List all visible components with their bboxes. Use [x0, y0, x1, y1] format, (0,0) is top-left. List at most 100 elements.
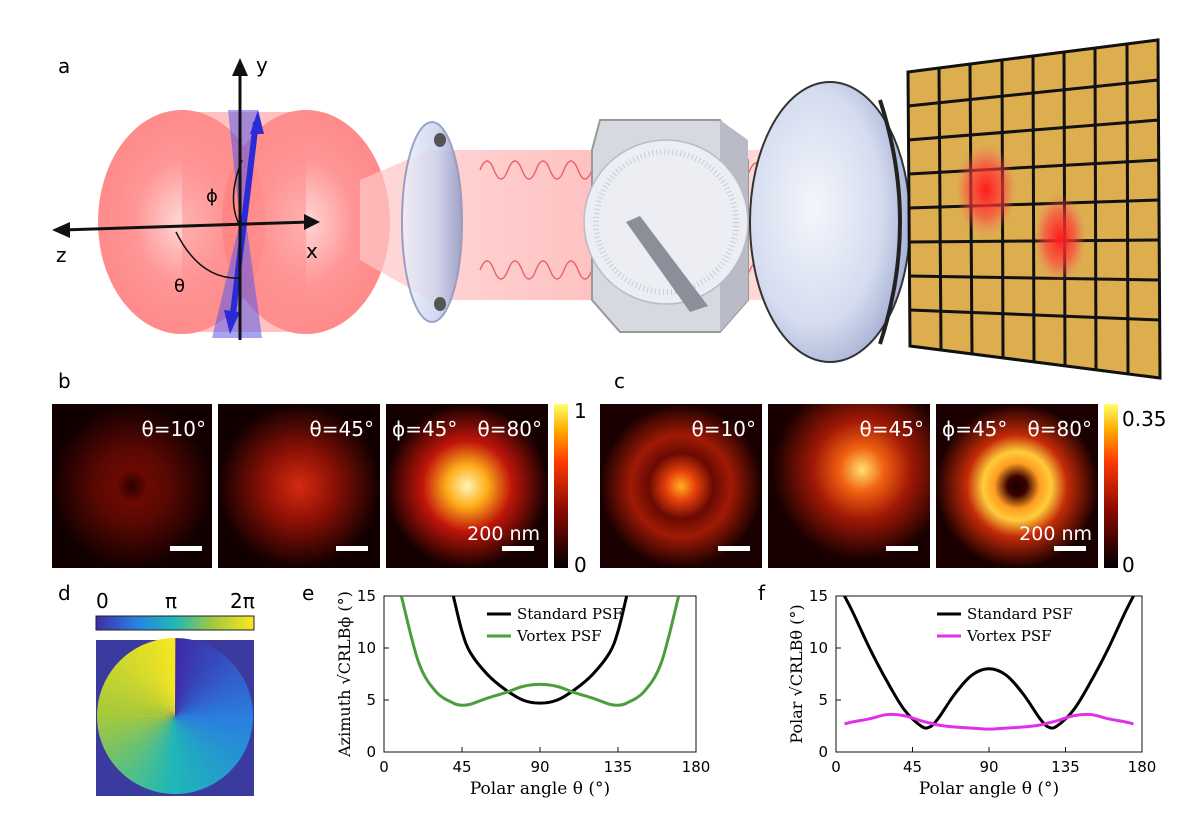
- phase-wedge: [175, 652, 226, 716]
- psf-spot-lower: [1034, 194, 1086, 282]
- colorbar-b-min: 0: [574, 553, 587, 577]
- phase-wedge: [141, 716, 175, 790]
- series-line-standard-psf: [451, 596, 629, 705]
- phase-wedge: [175, 716, 251, 743]
- x-tick-label: 180: [682, 758, 711, 776]
- panel-label-b: b: [58, 369, 71, 393]
- phase-wedge: [119, 656, 175, 716]
- tile-label: θ=80°: [478, 417, 542, 441]
- phase-label-0: 0: [96, 589, 109, 613]
- phase-wedge: [99, 716, 175, 743]
- panel-b-tile-1: [52, 404, 212, 568]
- phase-wedge: [175, 716, 220, 784]
- tile-label: θ=80°: [1028, 417, 1092, 441]
- tile-label-phi: ϕ=45°: [942, 417, 1007, 441]
- y-tick-label: 15: [809, 587, 828, 605]
- panel-label-e: e: [302, 581, 314, 605]
- y-tick-label: 10: [357, 639, 376, 657]
- phase-wedge: [142, 642, 175, 716]
- x-tick-label: 135: [604, 758, 633, 776]
- panel-c-tile-2: [768, 404, 930, 568]
- phase-wedge: [175, 665, 240, 716]
- legend-label: Standard PSF: [517, 605, 623, 623]
- phase-wedge: [104, 716, 175, 755]
- phase-wedge: [175, 656, 231, 716]
- x-tick-label: 0: [831, 758, 841, 776]
- series-line-vortex-psf: [399, 596, 681, 707]
- coordinate-axes: [52, 58, 320, 340]
- phase-colorbar: [95, 615, 255, 631]
- phase-wedge: [175, 716, 202, 792]
- phase-wedge: [175, 716, 226, 781]
- phase-label-2pi: 2π: [230, 589, 255, 613]
- phase-wedge: [135, 716, 175, 787]
- phase-wedge: [104, 676, 175, 716]
- x-tick-label: 45: [452, 758, 471, 776]
- axis-label-z: z: [56, 243, 67, 267]
- series-line-standard-psf: [843, 596, 1135, 730]
- phase-wedge: [175, 642, 209, 716]
- x-tick-label: 45: [903, 758, 922, 776]
- phase-wedge: [115, 660, 175, 716]
- tile-label: θ=45°: [860, 417, 924, 441]
- angle-label-phi: ϕ: [206, 186, 218, 207]
- phase-wedge: [101, 682, 175, 716]
- colorbar-b: [554, 404, 568, 568]
- panel-b-images: [52, 404, 548, 568]
- panel-c-tile-3: [936, 404, 1098, 568]
- x-tick-label: 180: [1128, 758, 1157, 776]
- x-tick-label: 90: [530, 758, 549, 776]
- phase-wedge: [175, 716, 196, 793]
- phase-label-pi: π: [165, 589, 177, 613]
- phase-wedge: [175, 716, 243, 762]
- phase-wedge: [107, 716, 175, 761]
- phase-wedge: [175, 716, 235, 772]
- phase-wedge: [175, 716, 239, 767]
- y-axis-label: Polar √CRLBθ (°): [787, 604, 806, 743]
- colorbar-b-max: 1: [574, 399, 587, 423]
- tile-label: θ=10°: [692, 417, 756, 441]
- phase-wedge: [175, 716, 189, 794]
- y-axis-label: Azimuth √CRLBϕ (°): [335, 591, 354, 758]
- x-tick-label: 90: [979, 758, 998, 776]
- phase-wedge: [175, 702, 253, 716]
- scalebar-label: 200 nm: [1019, 523, 1092, 545]
- phase-wedge: [175, 709, 253, 717]
- y-tick-label: 5: [366, 691, 376, 709]
- angle-label-theta: θ: [174, 276, 185, 297]
- phase-wedge: [161, 638, 175, 716]
- phase-wedge: [168, 638, 176, 716]
- phase-wedge: [119, 716, 175, 776]
- phi-arc: [232, 159, 243, 227]
- vortex-phase-plate: [583, 119, 749, 333]
- phase-wedge: [98, 716, 175, 737]
- phase-wedge: [148, 716, 175, 792]
- panel-b-tile-2: [218, 404, 380, 568]
- colorbar-c: [1104, 404, 1118, 568]
- tile-label: θ=10°: [142, 417, 206, 441]
- phase-wedge: [115, 716, 175, 772]
- phase-wedge: [175, 716, 246, 756]
- scalebar-label: 200 nm: [467, 523, 540, 545]
- phase-wedge: [129, 716, 175, 784]
- y-tick-label: 0: [818, 743, 828, 761]
- panel-label-f: f: [758, 581, 766, 605]
- phase-wedge: [175, 689, 251, 716]
- phase-wedge: [175, 671, 243, 716]
- phase-wedge: [175, 716, 231, 776]
- y-tick-label: 15: [357, 587, 376, 605]
- phase-wedge: [130, 648, 175, 716]
- phase-wedge: [175, 683, 249, 716]
- dipole-cones: [212, 110, 264, 338]
- panel-label-a: a: [58, 54, 70, 78]
- y-tick-label: 10: [809, 639, 828, 657]
- phase-wedge: [98, 695, 175, 716]
- phase-wedge: [174, 716, 182, 794]
- legend-label: Vortex PSF: [966, 627, 1052, 645]
- legend-label: Standard PSF: [967, 605, 1073, 623]
- panel-c-tile-1: [600, 404, 762, 568]
- phase-wedge: [154, 639, 175, 716]
- scalebar: [718, 546, 750, 551]
- psf-spot-upper: [956, 144, 1016, 236]
- phase-wedge: [111, 665, 175, 716]
